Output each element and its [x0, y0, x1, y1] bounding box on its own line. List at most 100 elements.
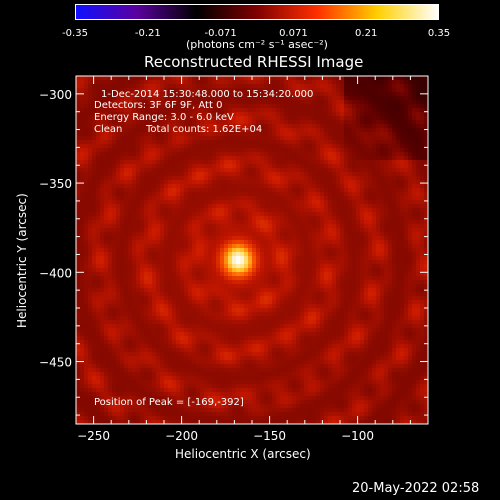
heatmap-cell — [272, 200, 276, 204]
heatmap-cell — [400, 168, 404, 172]
heatmap-cell — [200, 80, 204, 84]
heatmap-cell — [152, 124, 156, 128]
heatmap-cell — [328, 272, 332, 276]
heatmap-cell — [200, 232, 204, 236]
heatmap-cell — [280, 176, 284, 180]
heatmap-cell — [372, 152, 376, 156]
heatmap-cell — [372, 92, 376, 96]
heatmap-cell — [372, 280, 376, 284]
heatmap-cell — [304, 184, 308, 188]
heatmap-cell — [356, 256, 360, 260]
heatmap-cell — [256, 260, 260, 264]
heatmap-cell — [280, 232, 284, 236]
heatmap-cell — [172, 184, 176, 188]
heatmap-cell — [128, 268, 132, 272]
heatmap-cell — [304, 100, 308, 104]
heatmap-cell — [332, 132, 336, 136]
heatmap-cell — [332, 232, 336, 236]
heatmap-cell — [424, 172, 428, 176]
heatmap-cell — [196, 168, 200, 172]
heatmap-cell — [264, 196, 268, 200]
heatmap-cell — [160, 108, 164, 112]
heatmap-cell — [424, 116, 428, 120]
heatmap-cell — [96, 260, 100, 264]
heatmap-cell — [416, 212, 420, 216]
heatmap-cell — [112, 292, 116, 296]
heatmap-cell — [172, 196, 176, 200]
heatmap-cell — [148, 144, 152, 148]
heatmap-cell — [200, 156, 204, 160]
heatmap-cell — [328, 96, 332, 100]
heatmap-cell — [208, 280, 212, 284]
heatmap-cell — [164, 232, 168, 236]
heatmap-cell — [92, 100, 96, 104]
heatmap-cell — [416, 96, 420, 100]
heatmap-cell — [208, 276, 212, 280]
heatmap-cell — [288, 216, 292, 220]
heatmap-cell — [76, 76, 80, 80]
heatmap-cell — [120, 200, 124, 204]
heatmap-cell — [396, 220, 400, 224]
heatmap-cell — [88, 196, 92, 200]
heatmap-cell — [148, 88, 152, 92]
heatmap-cell — [328, 100, 332, 104]
heatmap-cell — [112, 156, 116, 160]
heatmap-cell — [340, 96, 344, 100]
heatmap-cell — [76, 300, 80, 304]
heatmap-cell — [336, 116, 340, 120]
heatmap-cell — [140, 164, 144, 168]
heatmap-cell — [88, 132, 92, 136]
heatmap-cell — [136, 296, 140, 300]
heatmap-cell — [344, 284, 348, 288]
heatmap-cell — [384, 260, 388, 264]
heatmap-cell — [216, 168, 220, 172]
heatmap-cell — [384, 228, 388, 232]
heatmap-cell — [252, 116, 256, 120]
heatmap-cell — [188, 240, 192, 244]
heatmap-cell — [416, 276, 420, 280]
heatmap-cell — [184, 120, 188, 124]
heatmap-cell — [228, 288, 232, 292]
heatmap-cell — [204, 132, 208, 136]
heatmap-cell — [284, 116, 288, 120]
heatmap-cell — [200, 104, 204, 108]
heatmap-cell — [328, 292, 332, 296]
heatmap-cell — [200, 128, 204, 132]
heatmap-cell — [336, 148, 340, 152]
heatmap-cell — [360, 264, 364, 268]
heatmap-cell — [144, 152, 148, 156]
heatmap-cell — [104, 180, 108, 184]
heatmap-cell — [264, 184, 268, 188]
heatmap-cell — [116, 292, 120, 296]
heatmap-cell — [276, 188, 280, 192]
heatmap-cell — [184, 268, 188, 272]
heatmap-cell — [88, 232, 92, 236]
heatmap-cell — [416, 236, 420, 240]
heatmap-cell — [148, 276, 152, 280]
heatmap-cell — [144, 256, 148, 260]
heatmap-cell — [300, 252, 304, 256]
heatmap-cell — [120, 116, 124, 120]
heatmap-cell — [388, 96, 392, 100]
heatmap-cell — [364, 76, 368, 80]
heatmap-cell — [396, 256, 400, 260]
heatmap-cell — [200, 300, 204, 304]
heatmap-cell — [404, 208, 408, 212]
heatmap-cell — [408, 120, 412, 124]
heatmap-cell — [420, 108, 424, 112]
heatmap-cell — [164, 296, 168, 300]
heatmap-cell — [368, 224, 372, 228]
heatmap-cell — [240, 272, 244, 276]
heatmap-cell — [136, 132, 140, 136]
heatmap-cell — [332, 228, 336, 232]
heatmap-cell — [156, 216, 160, 220]
heatmap-cell — [152, 188, 156, 192]
heatmap-cell — [100, 156, 104, 160]
heatmap-cell — [252, 128, 256, 132]
heatmap-cell — [120, 144, 124, 148]
heatmap-cell — [108, 256, 112, 260]
heatmap-cell — [244, 112, 248, 116]
heatmap-cell — [156, 184, 160, 188]
heatmap-cell — [176, 96, 180, 100]
heatmap-cell — [172, 192, 176, 196]
